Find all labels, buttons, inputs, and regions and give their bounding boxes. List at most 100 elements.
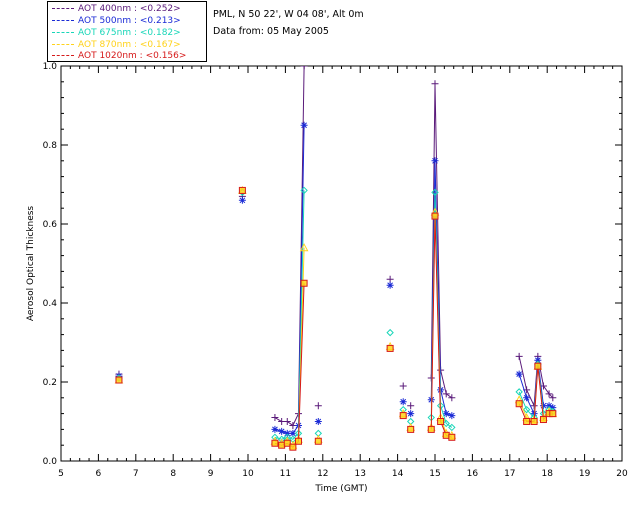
data-point-870nm [299,243,309,252]
data-point-1020nm [431,212,439,220]
data-point-1020nm [289,443,297,451]
x-tick-label: 11 [280,469,291,479]
data-point-1020nm [427,425,435,433]
data-point-675nm [431,188,439,197]
x-tick-label: 6 [96,469,102,479]
legend-swatch-870nm [52,44,74,45]
data-point-500nm [523,394,531,402]
x-tick-label: 8 [170,469,176,479]
legend-label-500nm: AOT 500nm : <0.213> [78,16,181,26]
y-tick-label: 0.8 [43,141,58,151]
x-tick-label: 17 [504,469,515,479]
legend-label-675nm: AOT 675nm : <0.182> [78,28,181,38]
x-tick-label: 9 [208,469,214,479]
data-point-1020nm [539,416,547,424]
legend-entry-500nm: AOT 500nm : <0.213> [52,15,181,27]
series-1020nm [115,186,557,451]
x-tick-label: 12 [317,469,328,479]
data-point-1020nm [523,418,531,425]
data-point-1020nm [115,376,123,384]
data-point-500nm [283,429,291,437]
data-point-400nm [549,394,557,402]
data-point-500nm [278,427,286,435]
data-point-400nm [314,402,322,410]
data-point-500nm [386,281,394,289]
data-point-500nm [448,412,456,420]
legend: AOT 400nm : <0.252> AOT 500nm : <0.213> … [47,1,207,62]
data-point-1020nm [530,418,538,425]
series-line-500nm [430,160,452,417]
y-tick-label: 0.2 [43,378,57,388]
data-point-400nm [283,418,291,425]
data-point-400nm [399,382,407,390]
data-point-400nm [300,66,308,70]
data-point-500nm [534,356,542,364]
y-tick-label: 1.0 [43,62,58,72]
x-tick-label: 5 [58,469,64,479]
series-400nm [115,66,557,429]
data-point-675nm [522,405,531,414]
data-point-675nm [515,388,523,396]
x-tick-label: 7 [133,469,139,479]
data-point-400nm [431,80,439,88]
y-tick-label: 0.6 [43,220,58,230]
data-point-1020nm [283,439,291,447]
y-axis-title: Aerosol Optical Thickness [26,206,36,322]
data-point-675nm [448,423,456,432]
data-point-500nm [545,402,553,410]
data-point-1020nm [515,400,523,408]
plot-frame [60,65,623,462]
data-point-500nm [549,404,557,412]
data-point-500nm [238,196,246,204]
data-point-1020nm [442,431,450,439]
data-point-500nm [300,121,308,129]
legend-label-870nm: AOT 870nm : <0.167> [78,40,181,50]
data-point-400nm [386,275,394,283]
series-675nm [115,186,557,443]
legend-swatch-675nm [52,32,74,33]
data-point-500nm [442,410,450,418]
x-tick-label: 13 [354,469,365,479]
data-point-1020nm [407,425,415,433]
legend-swatch-500nm [52,20,74,21]
x-tick-label: 18 [541,469,553,479]
data-point-1020nm [278,441,286,449]
data-point-1020nm [271,439,279,447]
x-tick-label: 19 [579,469,591,479]
y-tick-label: 0.0 [43,457,58,467]
data-point-400nm [271,414,279,422]
data-point-1020nm [238,186,246,194]
x-tick-label: 20 [616,469,628,479]
legend-swatch-400nm [52,8,74,9]
data-point-1020nm [534,362,542,370]
data-point-400nm [442,390,450,398]
data-point-675nm [386,328,394,337]
data-point-500nm [399,398,407,406]
data-point-1020nm [386,344,394,352]
legend-label-1020nm: AOT 1020nm : <0.156> [78,51,187,61]
legend-entry-400nm: AOT 400nm : <0.252> [52,3,181,15]
legend-swatch-1020nm [52,55,74,56]
series-870nm [114,185,558,449]
data-point-500nm [271,425,279,433]
series-500nm [115,121,557,437]
data-point-500nm [539,402,547,410]
data-point-1020nm [448,433,456,441]
legend-entry-675nm: AOT 675nm : <0.182> [52,27,181,39]
x-tick-label: 10 [242,469,254,479]
data-point-500nm [515,370,523,378]
data-point-500nm [289,429,297,437]
location-info: PML, N 50 22', W 04 08', Alt 0m [213,9,364,20]
x-tick-label: 16 [467,469,479,479]
legend-entry-1020nm: AOT 1020nm : <0.156> [52,50,186,62]
data-point-1020nm [549,410,557,418]
data-point-1020nm [437,418,445,425]
data-point-1020nm [294,437,302,445]
data-point-400nm [407,402,415,410]
data-point-500nm [407,410,415,418]
data-point-500nm [431,157,439,165]
legend-entry-870nm: AOT 870nm : <0.167> [52,39,181,51]
data-point-400nm [515,352,523,360]
data-point-1020nm [300,279,308,287]
